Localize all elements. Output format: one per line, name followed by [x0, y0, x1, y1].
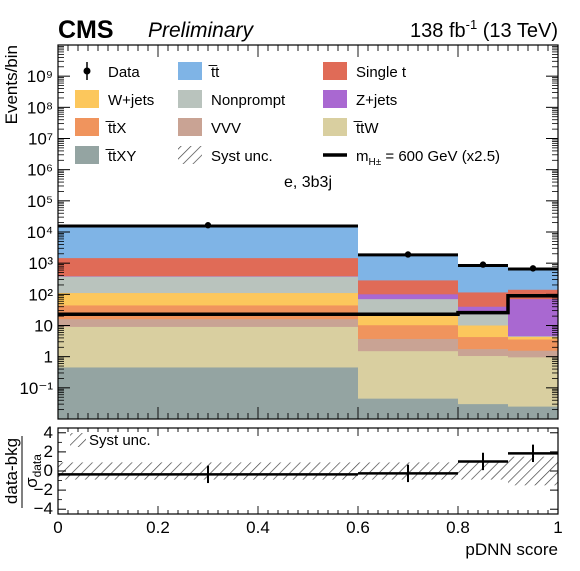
data-point: [479, 261, 487, 268]
x-tick-label: 1: [553, 518, 562, 537]
syst-band-bin: [458, 462, 508, 480]
x-tick-label: 0.4: [246, 518, 270, 537]
ratio-y-tick-label: 0: [44, 461, 53, 480]
legend-swatch-ttW: [323, 118, 347, 136]
preliminary-label: Preliminary: [148, 19, 255, 42]
y-tick-label: 10: [34, 317, 53, 336]
x-tick-label: 0.8: [446, 518, 470, 537]
y-tick-label: 10⁷: [28, 130, 53, 149]
data-points: [58, 222, 558, 272]
legend-label: t̅tX: [105, 120, 126, 137]
y-tick-label: 10⁶: [27, 161, 53, 180]
data-point: [404, 251, 412, 258]
legend-swatch-syst: [178, 146, 202, 164]
y-tick-label: 10⁹: [27, 67, 53, 86]
legend-swatch-Single_t: [323, 62, 347, 80]
ratio-y-title-top: data-bkg: [2, 438, 21, 504]
ratio-y-tick-label: 4: [44, 423, 53, 442]
sigma-subscript: data: [30, 454, 44, 478]
legend-swatch-VVV: [178, 118, 202, 136]
legend-label: t̅t: [208, 64, 220, 81]
signal-histogram: [58, 294, 558, 316]
legend-label: Data: [108, 64, 140, 81]
main-y-axis-title: Events/bin: [2, 45, 21, 124]
legend-label: t̅tW: [353, 120, 379, 137]
stack-bar-ttXY: [458, 404, 508, 419]
lumi-energy: (13 TeV): [477, 20, 558, 42]
legend-swatch-ttXY: [75, 146, 99, 164]
y-tick-label: 10³: [28, 254, 53, 273]
region-annotation: e, 3b3j: [284, 174, 332, 191]
lumi-exponent: -1: [466, 17, 478, 32]
data-point: [204, 222, 212, 229]
y-tick-label: 10⁸: [27, 98, 53, 117]
stack-bar-ttXY: [508, 406, 558, 419]
ratio-y-tick-label: 2: [44, 442, 53, 461]
stack-bar-ttXY: [358, 398, 458, 419]
y-tick-label: 10⁴: [27, 223, 53, 242]
legend-label: t̅tXY: [105, 148, 136, 165]
legend-swatch-tt: [178, 62, 202, 80]
data-point: [529, 265, 537, 272]
ratio-y-title-bottom: σdata: [22, 454, 44, 488]
sigma-symbol: σ: [22, 477, 41, 488]
main-y-axis: 10⁻¹ 1 10 10² 10³ 10⁴ 10⁵ 10⁶ 10⁷ 10⁸ 10⁹: [19, 46, 558, 411]
stack-bar-ttXY: [58, 367, 358, 419]
legend-swatch-Nonprompt: [178, 90, 202, 108]
legend-label: Nonprompt: [211, 92, 286, 109]
legend-swatch-ttX: [75, 118, 99, 136]
ratio-legend-label: Syst unc.: [89, 432, 151, 449]
legend-label: W+jets: [108, 92, 154, 109]
ratio-points: [58, 444, 558, 484]
legend-label: Syst unc.: [211, 148, 273, 165]
ratio-y-tick-label: −4: [34, 499, 53, 518]
ratio-x-axis-title: pDNN score: [465, 540, 558, 559]
legend-data-marker: [83, 67, 91, 75]
main-stack: [58, 225, 558, 419]
x-tick-label: 0.6: [346, 518, 370, 537]
ratio-x-axis: 0 0.2 0.4 0.6 0.8 1: [53, 428, 563, 537]
legend-label: mH± = 600 GeV (x2.5): [356, 148, 500, 168]
y-tick-label: 10⁵: [27, 192, 53, 211]
legend-swatch-Zjets: [323, 90, 347, 108]
ratio-y-tick-label: −2: [34, 480, 53, 499]
ratio-legend-hatch: [70, 433, 86, 447]
x-tick-label: 0: [53, 518, 62, 537]
y-tick-label: 10⁻¹: [19, 379, 53, 398]
cms-label: CMS: [58, 16, 114, 44]
luminosity-label: 138 fb-1 (13 TeV): [410, 17, 558, 42]
y-tick-label: 10²: [28, 285, 53, 304]
y-tick-label: 1: [44, 348, 53, 367]
main-legend: Data t̅t Single t W+jets Nonprompt Z+jets t̅tX…: [75, 62, 500, 168]
main-x-ticks: [57, 45, 559, 419]
legend-label: Single t: [356, 64, 407, 81]
x-tick-label: 0.2: [146, 518, 170, 537]
legend-label: Z+jets: [356, 92, 397, 109]
legend-label: VVV: [211, 120, 241, 137]
lumi-value: 138 fb: [410, 20, 466, 42]
signal-line: [58, 294, 558, 316]
legend-swatch-Wjets: [75, 90, 99, 108]
ratio-legend: Syst unc.: [70, 432, 151, 449]
